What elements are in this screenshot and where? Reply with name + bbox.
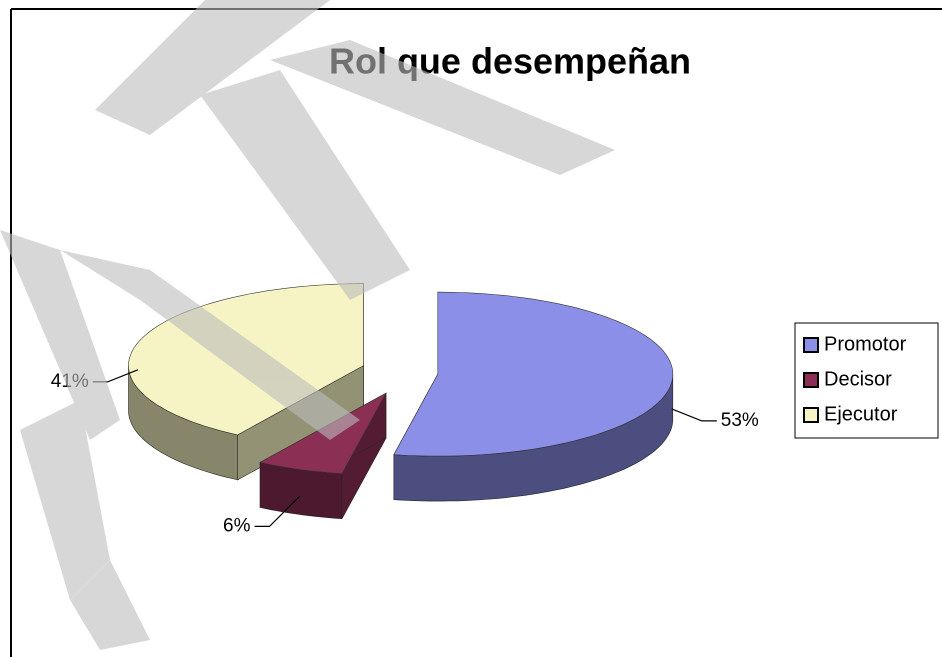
data-label: 41%	[51, 371, 89, 392]
leader-line	[671, 408, 717, 422]
legend-swatch	[803, 372, 819, 388]
legend-label: Decisor	[824, 368, 892, 390]
legend-swatch	[803, 407, 819, 423]
leader-line	[254, 495, 300, 527]
legend-swatch	[803, 337, 819, 353]
chart-title: Rol que desempeñan	[329, 41, 691, 82]
pie-wall-shade	[260, 462, 342, 519]
pie-wall-shade	[393, 374, 673, 502]
pie-slice	[393, 291, 674, 457]
data-label: 53%	[721, 410, 759, 431]
legend-label: Ejecutor	[824, 403, 898, 425]
data-label: 6%	[223, 515, 251, 536]
legend-label: Promotor	[824, 333, 907, 355]
